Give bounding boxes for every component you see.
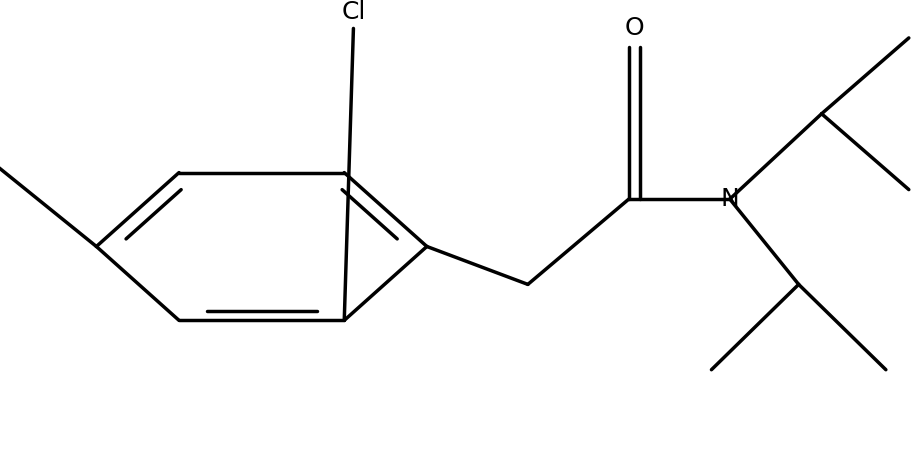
Text: N: N (721, 187, 739, 211)
Text: O: O (624, 16, 644, 40)
Text: Cl: Cl (341, 0, 365, 24)
